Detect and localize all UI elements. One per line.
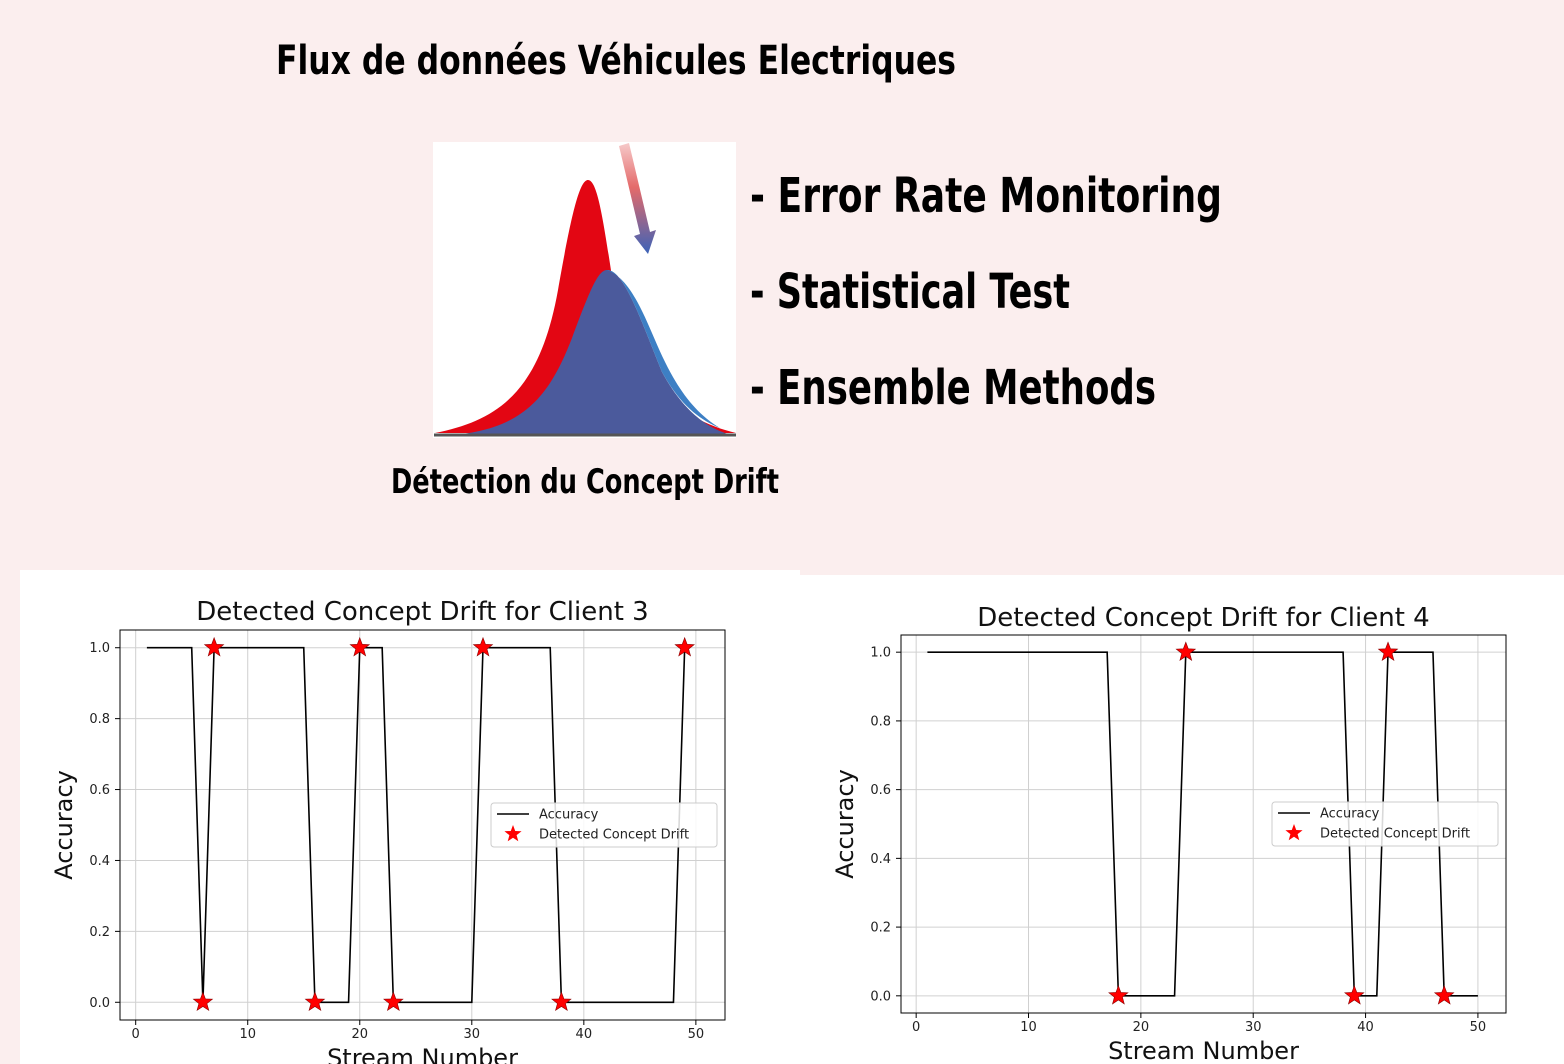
x-tick-label: 30 [464,1027,481,1042]
y-tick-label: 0.0 [870,989,891,1004]
legend-label: Accuracy [539,808,599,823]
x-tick-label: 20 [351,1027,368,1042]
page: Flux de données Véhicules Electriques - … [0,0,1564,1064]
y-tick-label: 1.0 [89,641,110,656]
x-tick-label: 30 [1245,1020,1262,1035]
legend-label: Accuracy [1320,807,1380,822]
x-tick-label: 10 [1020,1020,1037,1035]
y-tick-label: 0.4 [870,852,891,867]
chart-title: Detected Concept Drift for Client 3 [196,597,648,627]
y-tick-label: 0.6 [870,783,891,798]
x-tick-label: 10 [239,1027,256,1042]
y-axis-label: Accuracy [50,770,78,880]
y-axis-label: Accuracy [831,769,859,879]
x-tick-label: 50 [688,1027,705,1042]
chart-title: Detected Concept Drift for Client 4 [977,603,1429,633]
x-tick-label: 0 [912,1020,920,1035]
y-tick-label: 0.8 [870,714,891,729]
slide: Flux de données Véhicules Electriques - … [0,0,1564,1064]
page-title: Flux de données Véhicules Electriques [276,38,956,84]
y-tick-label: 0.0 [89,996,110,1011]
y-tick-label: 0.6 [89,783,110,798]
y-tick-label: 0.4 [89,854,110,869]
y-tick-label: 0.8 [89,712,110,727]
y-tick-label: 0.2 [870,921,891,936]
legend-label: Detected Concept Drift [1320,827,1470,842]
x-axis-label: Stream Number [1108,1037,1299,1064]
x-tick-label: 50 [1470,1020,1487,1035]
legend-label: Detected Concept Drift [539,828,689,843]
bullet: - Error Rate Monitoring [750,168,1222,224]
y-tick-label: 0.2 [89,925,110,940]
caption: Détection du Concept Drift [391,462,779,502]
x-axis-label: Stream Number [327,1044,518,1064]
x-tick-label: 0 [132,1027,140,1042]
bullet: - Statistical Test [750,264,1070,320]
y-tick-label: 1.0 [870,646,891,661]
bullet: - Ensemble Methods [750,360,1156,416]
x-tick-label: 40 [576,1027,593,1042]
drift-illustration [433,142,736,438]
x-tick-label: 20 [1133,1020,1150,1035]
x-tick-label: 40 [1357,1020,1374,1035]
